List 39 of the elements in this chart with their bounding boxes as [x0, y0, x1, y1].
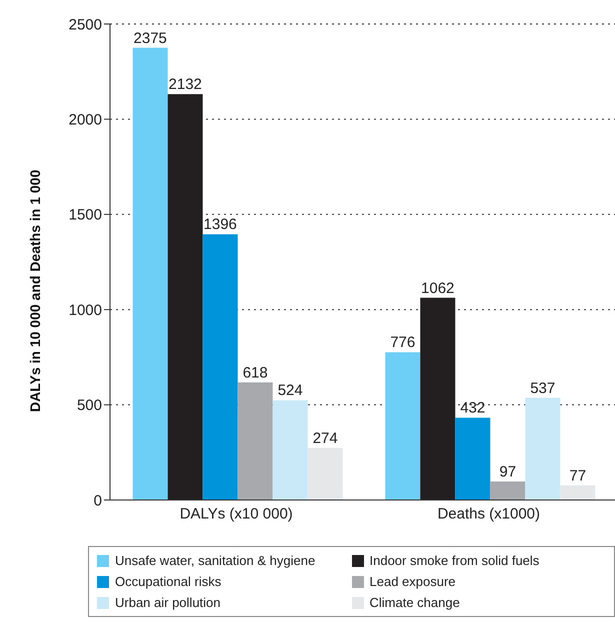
- bar: [272, 400, 308, 500]
- data-label: 618: [242, 364, 268, 382]
- bar: [238, 382, 273, 500]
- y-tick-label: 0: [94, 492, 102, 510]
- x-tick-label: DALYs (x10 000): [180, 506, 293, 523]
- bar: [455, 418, 490, 500]
- bar: [202, 234, 238, 500]
- y-tick-label: 500: [76, 397, 102, 414]
- legend-label: Indoor smoke from solid fuels: [370, 553, 540, 568]
- data-label: 274: [312, 430, 338, 447]
- bar: [525, 398, 560, 500]
- legend-label: Climate change: [370, 595, 460, 610]
- y-tick-label: 1500: [68, 206, 102, 224]
- bar: [132, 48, 168, 500]
- data-label: 97: [499, 464, 516, 481]
- legend-label: Occupational risks: [115, 574, 222, 589]
- x-tick-label: Deaths (x1000): [437, 506, 540, 523]
- data-label: 524: [278, 382, 303, 400]
- y-tick-label: 1000: [68, 302, 102, 319]
- bar: [168, 94, 203, 500]
- legend-label: Lead exposure: [370, 574, 456, 589]
- data-label: 537: [530, 380, 556, 397]
- data-label: 2132: [168, 76, 202, 94]
- data-label: 2375: [134, 30, 167, 47]
- y-tick-label: 2000: [68, 112, 102, 129]
- bar: [490, 482, 526, 500]
- bar: [308, 448, 343, 500]
- data-label: 1396: [204, 216, 237, 234]
- data-label: 1062: [421, 280, 454, 297]
- data-label: 432: [460, 400, 486, 417]
- bar: [560, 485, 596, 500]
- legend-label: Unsafe water, sanitation & hygiene: [115, 553, 316, 568]
- data-label: 77: [569, 467, 586, 484]
- y-tick-label: 2500: [68, 16, 102, 34]
- bar: [385, 352, 420, 500]
- data-label: 776: [390, 334, 416, 352]
- y-axis-title: DALYs in 10 000 and Deaths in 1 000: [26, 170, 43, 412]
- legend-label: Urban air pollution: [115, 595, 221, 610]
- bar: [420, 298, 456, 500]
